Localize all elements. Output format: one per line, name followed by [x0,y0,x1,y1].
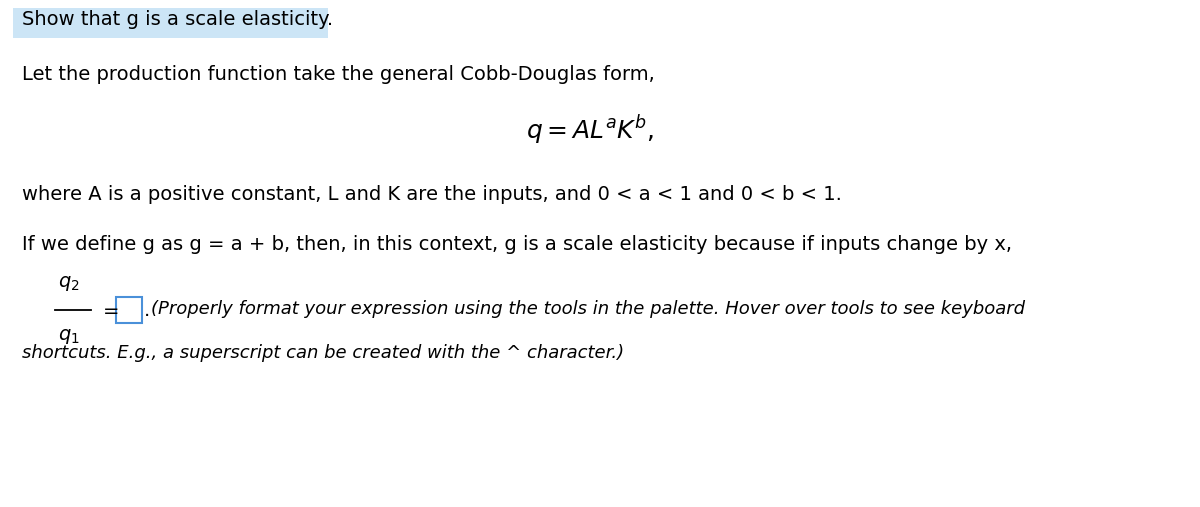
Bar [13,8,328,38]
Text: (Properly format your expression using the tools in the palette. Hover over tool: (Properly format your expression using t… [151,300,1025,318]
Text: where A is a positive constant, L and K are the inputs, and 0 < a < 1 and 0 < b : where A is a positive constant, L and K … [22,185,842,204]
Text: shortcuts. E.g., a superscript can be created with the ^ character.): shortcuts. E.g., a superscript can be cr… [22,344,624,362]
Text: If we define g as g = a + b, then, in this context, g is a scale elasticity beca: If we define g as g = a + b, then, in th… [22,235,1012,254]
Text: $q_2$: $q_2$ [58,274,79,293]
Text: $q_1$: $q_1$ [58,327,79,346]
Text: $=$: $=$ [98,301,119,319]
Text: Let the production function take the general Cobb-Douglas form,: Let the production function take the gen… [22,65,655,84]
Text: .: . [144,301,150,319]
FancyBboxPatch shape [116,297,142,323]
Text: Show that g is a scale elasticity.: Show that g is a scale elasticity. [22,10,334,29]
Text: $q = AL^aK^b,$: $q = AL^aK^b,$ [526,113,654,147]
